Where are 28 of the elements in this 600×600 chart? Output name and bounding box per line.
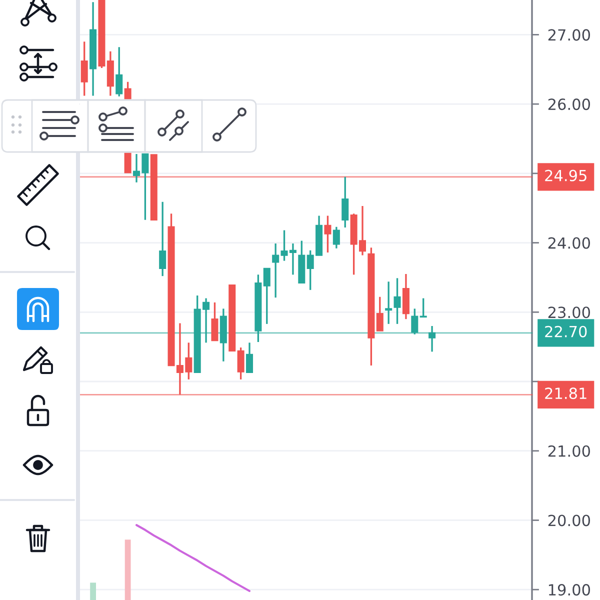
candlestick bbox=[116, 46, 123, 98]
line-series bbox=[135, 524, 251, 592]
candlestick bbox=[80, 40, 88, 97]
ref-line-label: 21.81 bbox=[545, 388, 586, 400]
candlestick bbox=[272, 242, 280, 298]
candlestick bbox=[332, 226, 340, 250]
candlestick bbox=[420, 297, 427, 318]
y-tick-label: 21.00 bbox=[548, 445, 590, 457]
candlestick bbox=[376, 296, 384, 332]
ref-line-label: 22.70 bbox=[545, 326, 587, 338]
candlestick bbox=[394, 277, 401, 325]
y-tick-label: 26.00 bbox=[548, 98, 590, 110]
y-tick-label: 23.00 bbox=[548, 306, 590, 318]
candlestick bbox=[159, 201, 166, 277]
candlestick bbox=[211, 302, 218, 342]
candlestick bbox=[237, 346, 244, 380]
candlestick bbox=[324, 214, 332, 254]
candlestick bbox=[263, 268, 270, 325]
y-tick-label: 19.00 bbox=[548, 584, 590, 596]
y-tick-label: 27.00 bbox=[548, 29, 590, 41]
candlestick bbox=[428, 325, 436, 353]
y-tick-label: 24.00 bbox=[548, 237, 590, 249]
ref-line-label: 24.95 bbox=[545, 170, 586, 182]
candlestick bbox=[385, 280, 392, 325]
candlestick bbox=[411, 308, 418, 336]
y-tick-label: 20.00 bbox=[548, 514, 590, 526]
candlestick bbox=[342, 176, 349, 228]
candlestick bbox=[246, 342, 254, 374]
